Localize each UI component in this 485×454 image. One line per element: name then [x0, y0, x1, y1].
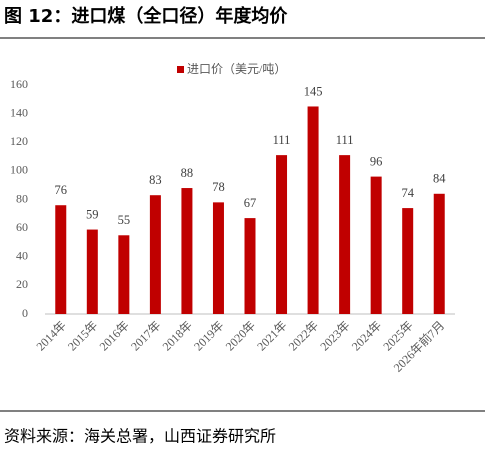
x-tick-label: 2021年 — [254, 318, 289, 353]
value-label: 88 — [181, 166, 194, 180]
value-label: 74 — [401, 186, 414, 200]
x-tick-label: 2022年 — [286, 318, 321, 353]
x-tick-label: 2024年 — [349, 318, 384, 353]
x-tick-label: 2020年 — [223, 318, 258, 353]
y-tick-label: 60 — [16, 220, 28, 234]
bar — [55, 205, 67, 314]
y-tick-label: 140 — [10, 105, 28, 119]
bar — [433, 193, 445, 314]
y-tick-label: 0 — [22, 306, 28, 320]
value-label: 111 — [336, 133, 354, 147]
legend-label: 进口价（美元/吨） — [187, 62, 286, 76]
bar — [181, 188, 193, 314]
bar — [370, 176, 382, 314]
x-tick-label: 2023年 — [317, 318, 352, 353]
bar — [402, 208, 414, 314]
bar — [339, 155, 351, 314]
legend-swatch — [177, 66, 184, 73]
value-label: 84 — [433, 172, 446, 186]
bar — [118, 235, 130, 314]
x-tick-label: 2016年 — [97, 318, 132, 353]
y-tick-label: 80 — [16, 191, 28, 205]
y-tick-label: 40 — [16, 249, 28, 263]
chart-title: 图 12：进口煤（全口径）年度均价 — [4, 5, 288, 27]
x-tick-label: 2014年 — [33, 318, 68, 353]
x-tick-label: 2017年 — [128, 318, 163, 353]
source-note: 资料来源：海关总署，山西证券研究所 — [4, 427, 276, 446]
bar — [212, 202, 224, 314]
y-tick-label: 100 — [10, 163, 28, 177]
value-label: 96 — [370, 154, 383, 168]
value-label: 111 — [273, 133, 291, 147]
value-label: 83 — [149, 173, 162, 187]
y-tick-label: 160 — [10, 77, 28, 91]
value-label: 67 — [244, 196, 257, 210]
bar — [244, 218, 256, 314]
y-tick-label: 120 — [10, 134, 28, 148]
bar — [149, 195, 161, 314]
bar — [276, 155, 288, 314]
x-tick-label: 2019年 — [191, 318, 226, 353]
x-tick-label: 2018年 — [160, 318, 195, 353]
value-label: 78 — [212, 180, 225, 194]
bar — [307, 106, 319, 314]
value-label: 76 — [55, 183, 68, 197]
value-label: 59 — [86, 207, 99, 221]
bar — [86, 229, 98, 314]
x-tick-label: 2015年 — [65, 318, 100, 353]
value-label: 145 — [304, 84, 323, 98]
value-label: 55 — [118, 213, 131, 227]
y-tick-label: 20 — [16, 277, 28, 291]
